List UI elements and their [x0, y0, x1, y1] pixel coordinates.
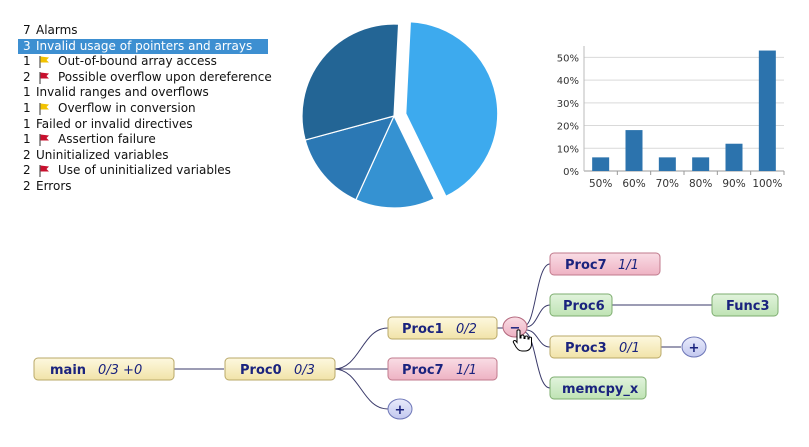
node-proc0-stats: 0/3	[294, 363, 315, 378]
x-tick-label: 70%	[656, 178, 679, 190]
alarm-row[interactable]: 2 Possible overflow upon dereference	[18, 69, 272, 86]
node-proc3-stats: 0/1	[619, 341, 640, 356]
alarm-row-label: Out-of-bound array access	[58, 54, 217, 69]
red-flag-icon	[39, 134, 49, 147]
node-main-name: main	[50, 363, 86, 378]
alarm-row-count: 2	[23, 163, 31, 178]
alarm-row-label: Invalid ranges and overflows	[36, 85, 209, 100]
alarm-row[interactable]: 2 Errors	[18, 179, 268, 195]
alarm-row-count: 1	[23, 54, 31, 69]
alarm-row-count: 7	[23, 23, 31, 37]
bar[interactable]	[592, 157, 610, 171]
alarm-row[interactable]: 2 Uninitialized variables	[18, 148, 268, 164]
node-proc7-top-name: Proc7	[565, 258, 607, 273]
alarm-row-count: 2	[23, 69, 31, 84]
expand-button-proc3[interactable]: +	[681, 336, 707, 358]
x-tick-label: 90%	[722, 178, 745, 190]
red-flag-icon	[39, 71, 49, 84]
alarm-row-label: Invalid usage of pointers and arrays	[36, 38, 253, 53]
node-proc3[interactable]: Proc3 0/1	[549, 335, 662, 359]
bar[interactable]	[758, 50, 776, 171]
y-tick-label: 0%	[563, 167, 579, 178]
alarm-row-count: 3	[23, 38, 31, 53]
alarm-row[interactable]: 2 Use of uninitialized variables	[18, 163, 268, 179]
alarm-row-count: 1	[23, 116, 31, 131]
x-tick-label: 60%	[622, 178, 645, 190]
node-proc6-name: Proc6	[563, 299, 605, 314]
x-tick-label: 100%	[752, 178, 782, 190]
alarm-row-label: Use of uninitialized variables	[58, 163, 231, 178]
expand-symbol: +	[395, 403, 406, 418]
node-proc3-name: Proc3	[565, 341, 607, 356]
call-tree-graph: main 0/3 +0 Proc0 0/3 Proc1 0/2 Proc7 1/…	[33, 252, 779, 420]
pie-slice[interactable]	[301, 23, 400, 141]
tree-connectors	[174, 263, 712, 410]
bar[interactable]	[658, 157, 676, 171]
y-tick-label: 30%	[557, 99, 579, 110]
bar[interactable]	[725, 143, 743, 171]
node-proc0-name: Proc0	[240, 363, 282, 378]
alarm-tree-list: 7 Alarms 3 Invalid usage of pointers and ar…	[18, 23, 272, 195]
node-proc6[interactable]: Proc6	[549, 293, 613, 317]
node-proc7-mid-stats: 1/1	[456, 363, 477, 378]
node-func3[interactable]: Func3	[711, 293, 779, 317]
node-main-stats: 0/3 +0	[98, 363, 142, 378]
node-proc0[interactable]: Proc0 0/3	[224, 357, 336, 381]
x-tick-label: 80%	[689, 178, 712, 190]
alarm-row-label: Assertion failure	[58, 132, 156, 147]
alarm-row-count: 1	[23, 100, 31, 115]
bar-chart: 0% 10% 20% 30% 40% 50% 50% 60% 70% 80% 90% 100%	[557, 46, 785, 190]
pie-slice[interactable]	[405, 21, 499, 198]
y-tick-label: 10%	[557, 144, 579, 155]
alarm-row[interactable]: 3 Invalid usage of pointers and arrays	[18, 38, 268, 55]
node-proc7-mid[interactable]: Proc7 1/1	[387, 357, 498, 381]
node-memcpy[interactable]: memcpy_x	[549, 376, 647, 400]
alarm-row[interactable]: 1 Overflow in conversion	[18, 101, 268, 117]
pie-slice[interactable]	[355, 114, 436, 209]
pie-slice[interactable]	[304, 115, 396, 201]
alarm-row-label: Alarms	[36, 23, 78, 37]
node-proc7-mid-name: Proc7	[402, 363, 444, 378]
alarm-row[interactable]: 1 Failed or invalid directives	[18, 117, 268, 133]
y-tick-label: 20%	[557, 122, 579, 133]
alarm-row-label: Failed or invalid directives	[36, 116, 193, 131]
pie-chart	[301, 21, 499, 209]
bar[interactable]	[625, 130, 643, 171]
node-proc1[interactable]: Proc1 0/2	[387, 316, 498, 340]
node-proc7-top[interactable]: Proc7 1/1	[549, 252, 661, 276]
hand-cursor-icon	[512, 329, 532, 352]
alarm-row[interactable]: 1 Out-of-bound array access	[18, 54, 268, 70]
alarm-row[interactable]: 1 Assertion failure	[18, 132, 268, 148]
y-tick-label: 50%	[557, 53, 579, 64]
alarm-row[interactable]: 1 Invalid ranges and overflows	[18, 85, 268, 101]
expand-symbol: +	[689, 341, 700, 356]
node-proc7-top-stats: 1/1	[618, 258, 639, 273]
collapse-symbol: −	[510, 321, 521, 336]
yellow-flag-icon	[39, 102, 49, 115]
collapse-button-proc1[interactable]: −	[502, 316, 528, 338]
red-flag-icon	[39, 165, 49, 178]
x-tick-label: 50%	[589, 178, 612, 190]
alarm-row-label: Possible overflow upon dereference	[58, 69, 272, 84]
yellow-flag-icon	[39, 56, 49, 69]
bar[interactable]	[692, 157, 710, 171]
alarm-row-count: 1	[23, 85, 31, 100]
node-func3-name: Func3	[726, 299, 770, 314]
expand-button-proc0[interactable]: +	[387, 398, 413, 420]
alarm-row-label: Errors	[36, 178, 72, 193]
node-proc1-name: Proc1	[402, 322, 444, 337]
alarm-row-label: Uninitialized variables	[36, 147, 169, 162]
node-proc1-stats: 0/2	[456, 322, 477, 337]
alarm-row-count: 2	[23, 178, 31, 193]
alarm-row-count: 2	[23, 147, 31, 162]
alarm-row[interactable]: 7 Alarms	[18, 23, 268, 39]
y-tick-label: 40%	[557, 76, 579, 87]
node-memcpy-name: memcpy_x	[562, 382, 639, 397]
alarm-row-label: Overflow in conversion	[58, 100, 196, 115]
alarm-row-count: 1	[23, 132, 31, 147]
node-main[interactable]: main 0/3 +0	[33, 357, 175, 381]
